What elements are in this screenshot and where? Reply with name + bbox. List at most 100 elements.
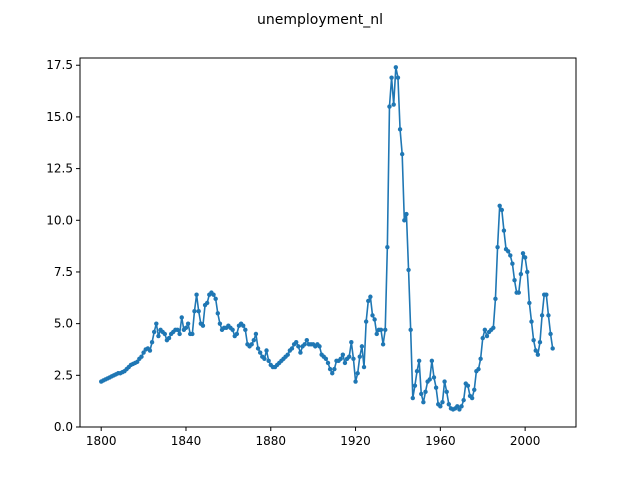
data-point <box>442 379 447 384</box>
data-point <box>533 348 538 353</box>
y-tick-label: 0.0 <box>54 420 73 434</box>
data-point <box>535 352 541 357</box>
data-point <box>484 333 490 339</box>
data-point <box>368 294 373 299</box>
y-tick-label: 2.5 <box>54 368 73 382</box>
data-point <box>253 331 259 337</box>
data-point <box>285 352 290 357</box>
data-point <box>414 368 420 374</box>
data-point <box>147 348 153 353</box>
data-point <box>412 383 418 388</box>
data-point <box>469 395 475 401</box>
data-point <box>340 352 346 357</box>
data-point <box>332 366 337 372</box>
data-point <box>408 327 413 333</box>
data-point <box>518 271 524 277</box>
data-point <box>135 359 140 365</box>
data-point <box>397 127 403 132</box>
data-point <box>154 321 159 326</box>
data-point <box>190 331 195 337</box>
series-layer <box>99 65 555 412</box>
data-point <box>204 300 210 306</box>
data-point <box>149 340 155 345</box>
data-point <box>255 346 261 351</box>
data-point <box>211 292 216 297</box>
data-point <box>527 300 532 306</box>
data-point <box>374 331 379 337</box>
x-tick-label: 1840 <box>171 434 202 448</box>
data-point <box>491 325 496 330</box>
data-point <box>516 290 521 295</box>
data-point <box>366 298 371 304</box>
data-point <box>510 261 515 266</box>
data-point <box>342 360 348 366</box>
x-tick-label: 1880 <box>255 434 286 448</box>
y-tick-label: 12.5 <box>46 162 73 176</box>
data-point <box>393 65 399 70</box>
data-point <box>505 249 511 254</box>
data-point <box>508 253 513 258</box>
data-point <box>501 228 507 233</box>
data-point <box>539 313 545 318</box>
data-point <box>139 354 144 359</box>
data-point <box>497 203 502 209</box>
data-point <box>433 385 439 390</box>
x-tick-label: 1920 <box>340 434 371 448</box>
data-point <box>183 325 189 330</box>
data-point <box>215 311 220 316</box>
data-point <box>194 292 199 297</box>
data-point <box>192 309 197 314</box>
data-point <box>217 321 223 326</box>
data-point <box>402 218 407 223</box>
data-point <box>372 317 377 322</box>
data-point <box>482 327 488 333</box>
data-point <box>361 364 367 370</box>
data-point <box>457 407 462 412</box>
data-point <box>461 397 466 403</box>
data-point <box>357 354 362 359</box>
data-point <box>438 404 443 409</box>
data-point <box>289 346 295 351</box>
data-point <box>395 75 401 80</box>
data-point <box>548 331 553 337</box>
data-point <box>330 371 335 376</box>
data-point <box>499 207 505 213</box>
data-point <box>444 389 449 395</box>
x-tick-label: 1960 <box>425 434 456 448</box>
data-point <box>185 321 191 326</box>
data-point <box>251 337 257 343</box>
data-point <box>177 331 182 337</box>
data-point <box>196 309 201 314</box>
data-point <box>378 327 384 333</box>
data-point <box>478 356 483 361</box>
data-point <box>166 335 172 341</box>
data-point <box>175 327 180 333</box>
data-point <box>179 315 184 320</box>
plot-frame <box>79 57 577 428</box>
y-tick-label: 5.0 <box>54 317 73 331</box>
x-tick-label: 1800 <box>86 434 117 448</box>
data-point <box>537 340 543 345</box>
data-point <box>302 342 307 347</box>
data-point <box>446 402 452 407</box>
y-tick-label: 15.0 <box>46 110 73 124</box>
data-point <box>416 358 422 364</box>
data-point <box>151 329 157 335</box>
data-point <box>480 335 485 341</box>
data-point <box>429 358 435 364</box>
data-point <box>472 387 477 392</box>
data-point <box>380 342 386 347</box>
x-axis: 1800 1840 1880 1920 1960 2000 <box>86 427 540 448</box>
data-point <box>351 356 356 361</box>
data-point <box>391 102 396 107</box>
data-point <box>399 151 405 157</box>
data-point <box>544 292 549 297</box>
data-point <box>431 375 437 380</box>
x-tick-label: 2000 <box>510 434 541 448</box>
data-point <box>266 358 271 364</box>
data-point <box>440 399 445 405</box>
data-point <box>419 391 424 397</box>
data-point <box>156 333 161 339</box>
data-point <box>493 296 498 302</box>
